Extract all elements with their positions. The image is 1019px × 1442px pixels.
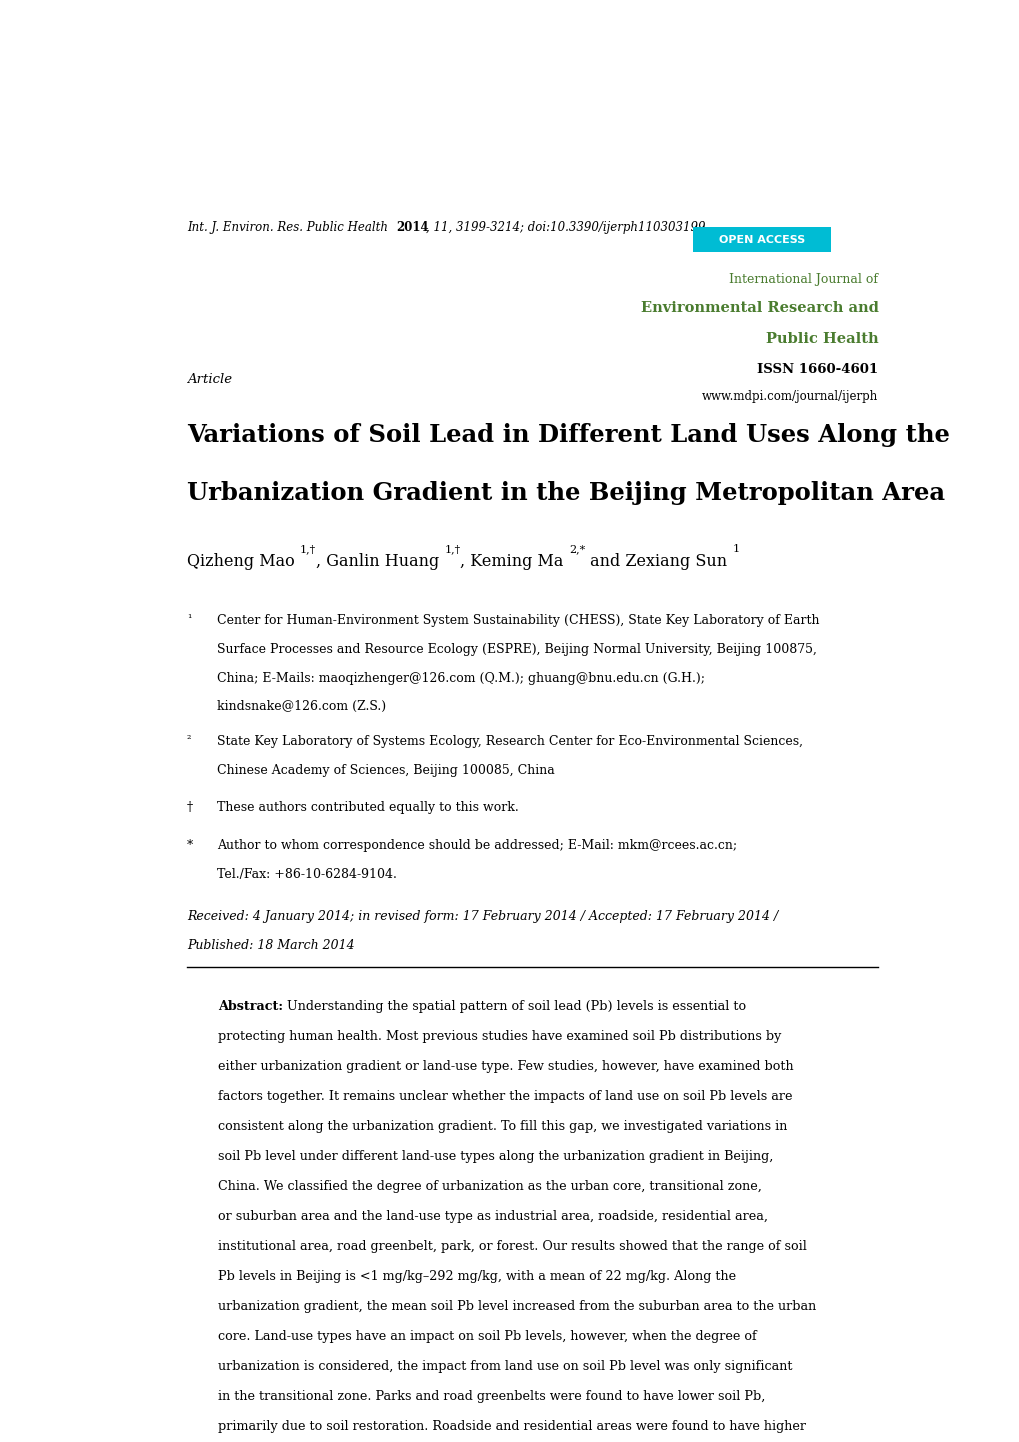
Text: ¹: ¹	[186, 614, 191, 624]
Text: Pb levels in Beijing is <1 mg/kg–292 mg/kg, with a mean of 22 mg/kg. Along the: Pb levels in Beijing is <1 mg/kg–292 mg/…	[218, 1270, 736, 1283]
Text: Public Health: Public Health	[765, 332, 877, 346]
Text: , Keming Ma: , Keming Ma	[460, 552, 569, 570]
Text: State Key Laboratory of Systems Ecology, Research Center for Eco-Environmental S: State Key Laboratory of Systems Ecology,…	[217, 735, 802, 748]
FancyBboxPatch shape	[692, 228, 830, 252]
Text: and Zexiang Sun: and Zexiang Sun	[585, 552, 732, 570]
Text: consistent along the urbanization gradient. To fill this gap, we investigated va: consistent along the urbanization gradie…	[218, 1120, 787, 1133]
Text: China; E-Mails: maoqizhenger@126.com (Q.M.); ghuang@bnu.edu.cn (G.H.);: China; E-Mails: maoqizhenger@126.com (Q.…	[217, 672, 704, 685]
Text: , Ganlin Huang: , Ganlin Huang	[316, 552, 443, 570]
Text: urbanization gradient, the mean soil Pb level increased from the suburban area t: urbanization gradient, the mean soil Pb …	[218, 1301, 816, 1314]
Text: urbanization is considered, the impact from land use on soil Pb level was only s: urbanization is considered, the impact f…	[218, 1360, 792, 1373]
Text: Chinese Academy of Sciences, Beijing 100085, China: Chinese Academy of Sciences, Beijing 100…	[217, 764, 554, 777]
Text: 1,†: 1,†	[300, 544, 316, 554]
Text: OPEN ACCESS: OPEN ACCESS	[718, 235, 804, 245]
Text: Published: 18 March 2014: Published: 18 March 2014	[186, 939, 354, 952]
Text: International Journal of: International Journal of	[729, 273, 877, 286]
Text: Center for Human-Environment System Sustainability (CHESS), State Key Laboratory: Center for Human-Environment System Sust…	[217, 614, 818, 627]
Text: ²: ²	[186, 735, 192, 746]
Text: Int. J. Environ. Res. Public Health: Int. J. Environ. Res. Public Health	[186, 221, 391, 234]
Text: ISSN 1660-4601: ISSN 1660-4601	[756, 363, 877, 376]
Text: Abstract:: Abstract:	[218, 1001, 283, 1014]
Text: factors together. It remains unclear whether the impacts of land use on soil Pb : factors together. It remains unclear whe…	[218, 1090, 792, 1103]
Text: These authors contributed equally to this work.: These authors contributed equally to thi…	[217, 802, 518, 815]
Text: institutional area, road greenbelt, park, or forest. Our results showed that the: institutional area, road greenbelt, park…	[218, 1240, 806, 1253]
Text: core. Land-use types have an impact on soil Pb levels, however, when the degree : core. Land-use types have an impact on s…	[218, 1330, 756, 1343]
Text: 2014: 2014	[396, 221, 428, 234]
Text: kindsnake@126.com (Z.S.): kindsnake@126.com (Z.S.)	[217, 701, 385, 714]
Text: or suburban area and the land-use type as industrial area, roadside, residential: or suburban area and the land-use type a…	[218, 1210, 767, 1223]
Text: Qizheng Mao: Qizheng Mao	[186, 552, 300, 570]
Text: Urbanization Gradient in the Beijing Metropolitan Area: Urbanization Gradient in the Beijing Met…	[186, 480, 944, 505]
Text: Author to whom correspondence should be addressed; E-Mail: mkm@rcees.ac.cn;: Author to whom correspondence should be …	[217, 839, 737, 852]
Text: Understanding the spatial pattern of soil lead (Pb) levels is essential to: Understanding the spatial pattern of soi…	[283, 1001, 746, 1014]
Text: either urbanization gradient or land-use type. Few studies, however, have examin: either urbanization gradient or land-use…	[218, 1060, 793, 1073]
Text: www.mdpi.com/journal/ijerph: www.mdpi.com/journal/ijerph	[701, 389, 877, 402]
Text: in the transitional zone. Parks and road greenbelts were found to have lower soi: in the transitional zone. Parks and road…	[218, 1390, 765, 1403]
Text: soil Pb level under different land-use types along the urbanization gradient in : soil Pb level under different land-use t…	[218, 1151, 773, 1164]
Text: 1,†: 1,†	[443, 544, 460, 554]
Text: Article: Article	[186, 373, 231, 386]
Text: 2,*: 2,*	[569, 544, 585, 554]
Text: †: †	[186, 802, 193, 815]
Text: Tel./Fax: +86-10-6284-9104.: Tel./Fax: +86-10-6284-9104.	[217, 868, 396, 881]
Text: China. We classified the degree of urbanization as the urban core, transitional : China. We classified the degree of urban…	[218, 1180, 761, 1193]
Text: Received: 4 January 2014; in revised form: 17 February 2014 / Accepted: 17 Febru: Received: 4 January 2014; in revised for…	[186, 910, 777, 923]
Text: primarily due to soil restoration. Roadside and residential areas were found to : primarily due to soil restoration. Roads…	[218, 1420, 806, 1433]
Text: protecting human health. Most previous studies have examined soil Pb distributio: protecting human health. Most previous s…	[218, 1030, 781, 1043]
Text: , 11, 3199-3214; doi:10.3390/ijerph110303199: , 11, 3199-3214; doi:10.3390/ijerph11030…	[425, 221, 704, 234]
Text: Variations of Soil Lead in Different Land Uses Along the: Variations of Soil Lead in Different Lan…	[186, 423, 949, 447]
Text: 1: 1	[732, 544, 739, 554]
Text: Environmental Research and: Environmental Research and	[640, 301, 877, 314]
Text: *: *	[186, 839, 193, 852]
Text: Surface Processes and Resource Ecology (ESPRE), Beijing Normal University, Beiji: Surface Processes and Resource Ecology (…	[217, 643, 816, 656]
